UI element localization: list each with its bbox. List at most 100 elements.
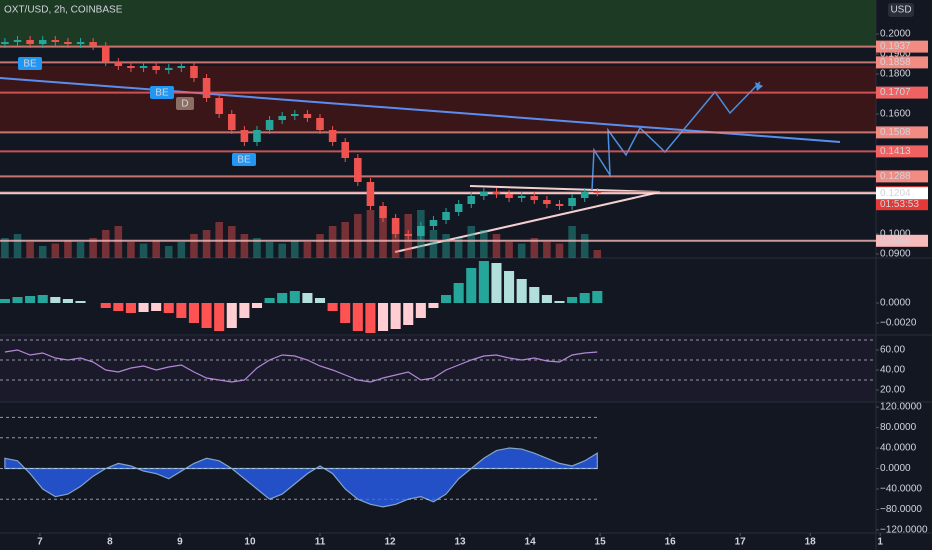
price-label-box — [876, 170, 928, 183]
x-tick-label: 12 — [384, 537, 396, 548]
volume-bar — [76, 242, 85, 258]
volume-bar — [568, 226, 576, 258]
rsi-band — [0, 336, 876, 402]
price-label: 0.0966 — [880, 235, 911, 246]
marker-box — [176, 97, 194, 110]
volume-bar — [467, 226, 476, 258]
x-tick-label: 15 — [595, 537, 607, 548]
candle-body — [13, 40, 22, 42]
y-tick-label: 20.00 — [880, 385, 905, 396]
volume-bar — [202, 230, 211, 258]
price-label: 0.1413 — [880, 146, 911, 157]
projection-path — [591, 81, 761, 191]
candle-body — [38, 40, 47, 44]
candle-body — [530, 196, 539, 200]
volume-bar — [543, 242, 551, 258]
volume-bar — [240, 234, 249, 258]
volume-bar — [89, 238, 97, 258]
candle-body — [568, 198, 576, 206]
volume-bar — [64, 240, 72, 258]
histogram-bar — [390, 303, 401, 329]
arrow-head — [755, 82, 763, 91]
volume-bar — [51, 243, 60, 258]
volume-bar — [379, 218, 387, 258]
price-label: 0.1508 — [880, 127, 911, 138]
histogram-bar — [75, 301, 86, 303]
histogram-bar — [138, 303, 149, 312]
currency: USD — [890, 5, 911, 16]
trend-line — [0, 77, 841, 143]
price-label-box — [876, 187, 928, 200]
candle-body — [1, 42, 9, 44]
volume-bar — [429, 230, 438, 258]
y-tick-label: 0.0000 — [880, 463, 911, 474]
histogram-bar — [226, 303, 237, 328]
candle-body — [76, 42, 85, 44]
histogram-bar — [277, 293, 288, 303]
candle-body — [89, 42, 97, 46]
volume-bar — [555, 243, 564, 258]
histogram-bar — [163, 303, 174, 313]
volume-bar — [1, 238, 9, 258]
candle-body — [51, 40, 60, 42]
y-tick-label: 40.0000 — [880, 443, 917, 454]
volume-bar — [505, 242, 513, 258]
candle-body — [164, 68, 173, 70]
x-tick-label: 18 — [805, 537, 817, 548]
histogram-bar — [541, 295, 552, 303]
candle-body — [114, 62, 123, 66]
volume-bar — [177, 242, 186, 258]
volume-bar — [265, 242, 274, 258]
candle-body — [253, 130, 261, 142]
candle-body — [429, 220, 438, 226]
candle-body — [366, 182, 375, 206]
countdown-box — [876, 198, 928, 211]
y-tick-label: −40.0000 — [880, 484, 922, 495]
candle-body — [64, 42, 72, 44]
candle-body — [543, 200, 551, 204]
volume-bar — [139, 243, 148, 258]
candle-body — [391, 218, 400, 234]
price-label: 0.1204 — [880, 188, 911, 199]
y-tick-label: −80.0000 — [880, 504, 922, 515]
histogram-bar — [314, 298, 326, 303]
candle-body — [328, 130, 337, 142]
triangle-line — [469, 185, 661, 193]
candle-body — [177, 66, 186, 68]
y-tick-label: 40.00 — [880, 365, 905, 376]
x-tick-label: 14 — [525, 537, 537, 548]
marker-label: D — [181, 99, 188, 110]
candle-body — [202, 78, 211, 98]
x-tick-label: 9 — [177, 537, 183, 548]
x-tick-label: 8 — [107, 537, 113, 548]
volume-bar — [517, 243, 526, 258]
candle-body — [454, 204, 463, 212]
histogram-bar — [62, 299, 73, 303]
price-label-box — [876, 56, 928, 69]
triangle-line — [394, 191, 661, 253]
histogram-bar — [151, 303, 162, 311]
histogram-bar — [453, 283, 464, 303]
histogram-bar — [365, 303, 376, 333]
candle-body — [316, 118, 324, 130]
histogram-bar — [12, 297, 23, 303]
volume-bar — [580, 234, 589, 258]
histogram-bar — [592, 291, 603, 303]
y-tick-label: 0.2000 — [880, 29, 911, 40]
histogram-bar — [516, 279, 527, 303]
histogram-bar — [302, 293, 313, 303]
price-label-box — [876, 145, 928, 158]
histogram-bar — [567, 297, 578, 303]
y-tick-label: 120.0000 — [880, 402, 922, 413]
price-label: 0.1707 — [880, 87, 911, 98]
candle-body — [227, 114, 236, 130]
candle-body — [215, 98, 223, 114]
price-label: 0.1288 — [880, 171, 911, 182]
candle-body — [341, 142, 349, 158]
histogram-bar — [264, 298, 275, 303]
volume-bar — [101, 230, 110, 258]
histogram-bar — [37, 295, 48, 303]
y-tick-label: −120.0000 — [880, 525, 928, 536]
candle-body — [467, 196, 476, 204]
